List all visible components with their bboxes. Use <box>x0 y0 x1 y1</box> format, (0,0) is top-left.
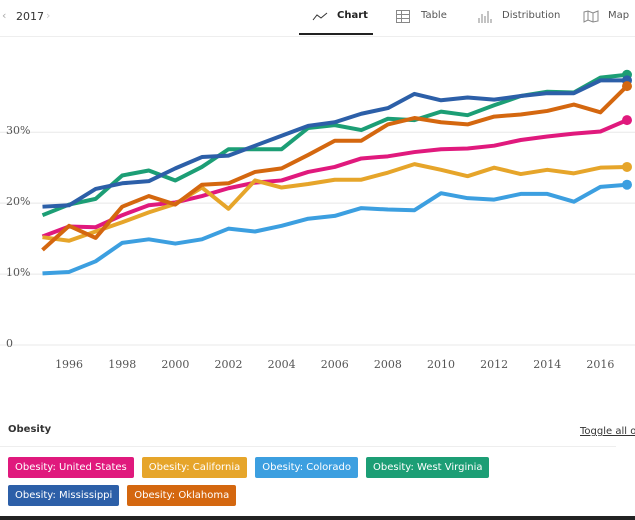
prev-arrow[interactable]: ‹ <box>2 9 7 22</box>
x-tick-label: 1996 <box>55 358 83 371</box>
legend-title: Obesity <box>8 424 52 435</box>
x-tick-label: 2012 <box>480 358 508 371</box>
y-tick-label: 20% <box>6 195 30 208</box>
x-tick-label: 2014 <box>533 358 561 371</box>
series-line <box>41 84 629 252</box>
table-icon <box>396 10 410 23</box>
chart-icon <box>312 12 328 21</box>
legend-button[interactable]: Obesity: Oklahoma <box>127 485 237 506</box>
tab[interactable]: Chart <box>337 10 368 21</box>
tab-underline <box>299 33 373 35</box>
tab[interactable]: Map <box>608 10 630 21</box>
x-tick-label: 2008 <box>374 358 402 371</box>
legend-button[interactable]: Obesity: Mississippi <box>8 485 120 506</box>
year[interactable]: 2017 <box>16 10 44 23</box>
x-tick-label: 1998 <box>108 358 136 371</box>
x-tick-label: 2016 <box>586 358 614 371</box>
legend-button[interactable]: Obesity: California <box>141 457 248 478</box>
y-tick-label: 0 <box>6 337 13 350</box>
tab[interactable]: Distribution <box>502 10 561 21</box>
x-tick-label: 2004 <box>268 358 296 371</box>
x-tick-label: 2006 <box>321 358 349 371</box>
toggle-all[interactable]: Toggle all off <box>580 426 635 437</box>
end-point <box>622 115 632 126</box>
series-line <box>42 162 628 243</box>
bottom-bar <box>0 516 635 520</box>
legend-area: Obesity Toggle all off Obesity: United S… <box>0 418 635 516</box>
legend-header: Obesity Toggle all off <box>0 418 635 440</box>
x-tick-label: 2000 <box>161 358 189 371</box>
legend-button[interactable]: Obesity: United States <box>8 457 134 478</box>
series-line <box>42 182 628 276</box>
next-arrow[interactable]: › <box>46 9 51 22</box>
map-icon <box>583 10 599 23</box>
x-tick-label: 2010 <box>427 358 455 371</box>
legend-button[interactable]: Obesity: West Virginia <box>365 457 490 478</box>
distribution-icon <box>478 11 492 23</box>
y-tick-label: 30% <box>6 124 30 137</box>
series-line <box>42 78 627 209</box>
top-bar: ‹ 2017 › Chart Table Distribution Map <box>0 0 635 37</box>
end-point <box>622 81 632 92</box>
y-tick-label: 10% <box>6 266 30 279</box>
legend: Obesity: United States Obesity: Californi… <box>0 446 616 516</box>
x-tick-label: 2002 <box>214 358 242 371</box>
chart: 0 10% 20% 30% 1996 1998 2000 2002 2004 2006 2008 20… <box>0 69 635 371</box>
legend-button[interactable]: Obesity: Colorado <box>255 457 358 478</box>
tab[interactable]: Table <box>421 10 447 21</box>
series-line <box>41 118 628 239</box>
end-point <box>622 179 632 190</box>
end-point <box>622 161 632 172</box>
